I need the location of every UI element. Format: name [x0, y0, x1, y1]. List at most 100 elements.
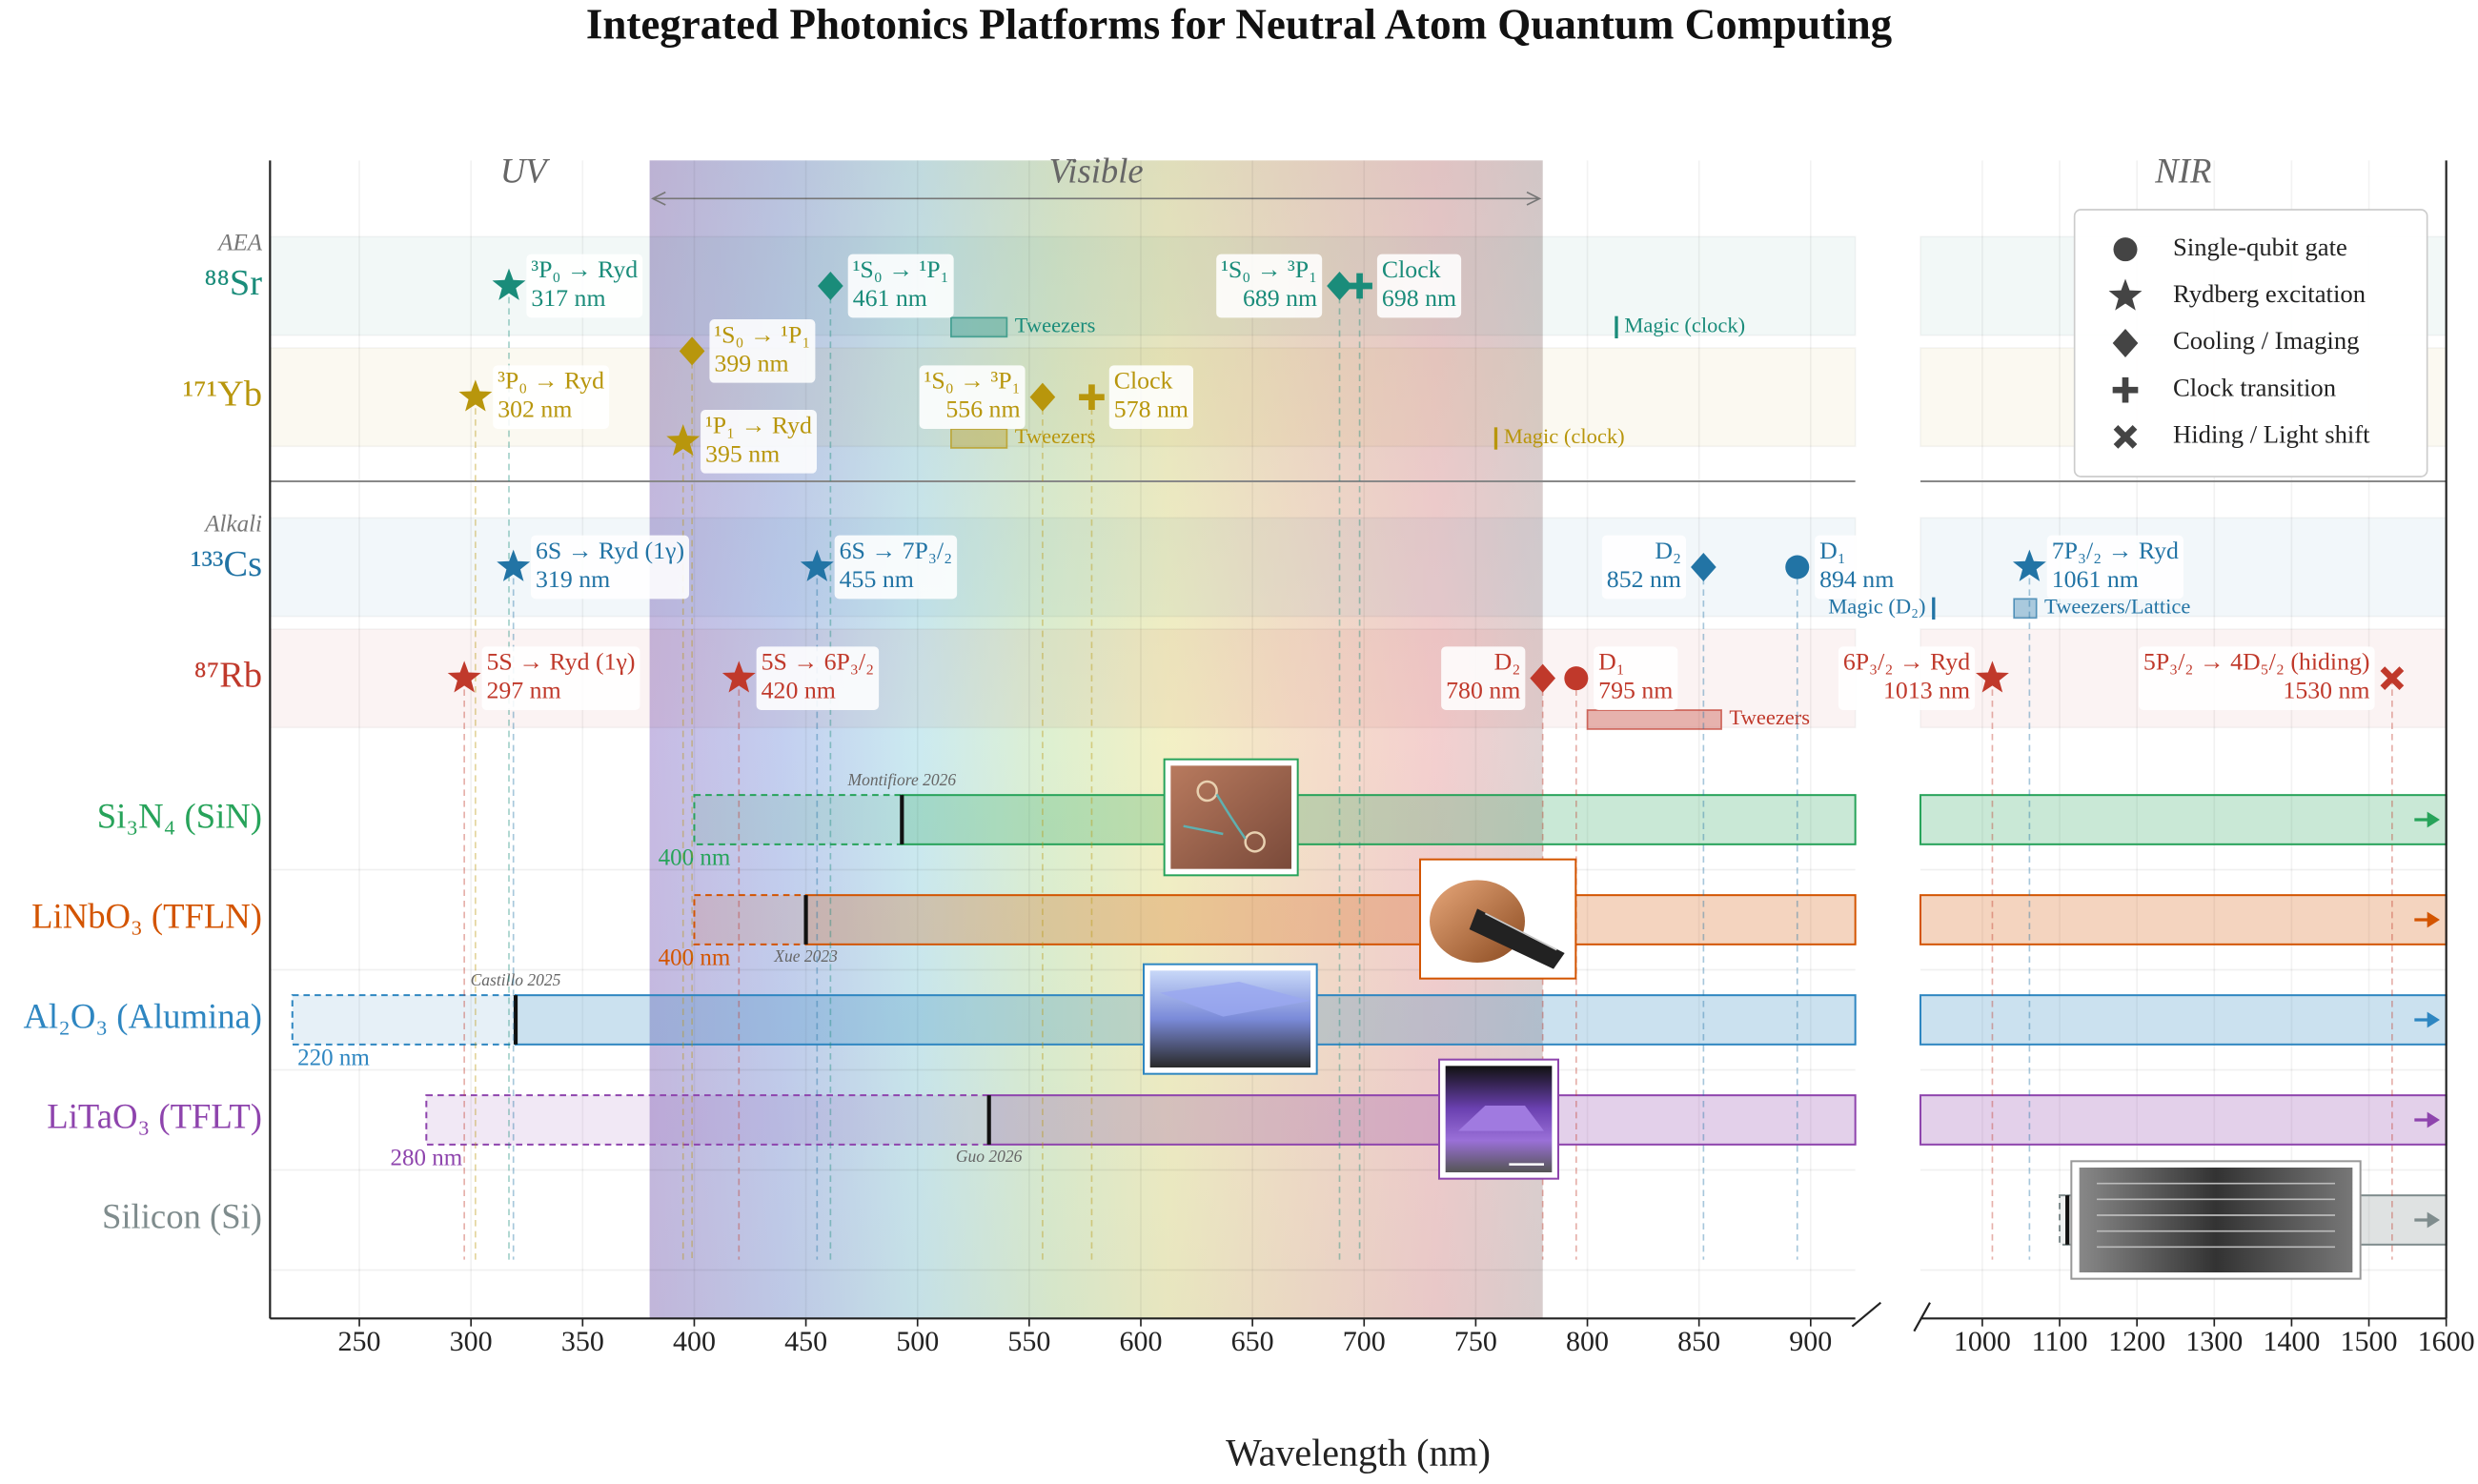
transition-name: D₁ — [1598, 648, 1625, 676]
label-box — [1441, 646, 1526, 710]
platform-range-demonstrated — [1919, 794, 2448, 845]
legend-label: Hiding / Light shift — [2173, 419, 2370, 448]
group-label: AEA — [216, 230, 263, 255]
platform-range-projected — [693, 794, 904, 845]
marker-star — [2108, 278, 2143, 311]
marker-star — [800, 549, 834, 581]
transition-name: ³P₀ → Ryd — [531, 255, 638, 283]
transition-name: D₁ — [1819, 537, 1846, 564]
label-box — [919, 365, 1026, 429]
transition-wavelength: 399 nm — [714, 349, 788, 376]
transition-wavelength: 556 nm — [945, 396, 1020, 423]
platform-range-projected — [425, 1094, 990, 1146]
transition-name: ¹S₀ → ¹P₁ — [853, 255, 949, 283]
feature-band — [950, 428, 1008, 449]
transition-name: 6P₃/₂ → Ryd — [1843, 648, 1970, 676]
start-label: 400 nm — [659, 945, 731, 970]
legend-box — [2073, 209, 2428, 478]
start-label: 400 nm — [659, 844, 731, 870]
platform-range-projected — [693, 894, 807, 945]
region-label: NIR — [2154, 152, 2211, 191]
transition-wavelength: 1013 nm — [1883, 677, 1970, 704]
label-box — [847, 254, 954, 318]
transition-name: 6S → Ryd (1γ) — [536, 537, 684, 564]
extension-arrow-head — [2427, 1111, 2440, 1128]
transition-wavelength: 455 nm — [840, 565, 914, 593]
x-tick-label: 1100 — [2032, 1326, 2088, 1357]
chart-title: Integrated Photonics Platforms for Neutr… — [586, 0, 1893, 48]
legend-label: Clock transition — [2173, 373, 2336, 401]
x-tick-label: 1200 — [2108, 1326, 2165, 1357]
label-box — [1594, 646, 1678, 710]
inset-tfln — [1418, 858, 1577, 980]
x-tick-label: 450 — [784, 1326, 827, 1357]
extension-arrow-head — [2427, 1211, 2440, 1229]
marker-x — [2113, 424, 2138, 449]
x-tick-label: 1000 — [1954, 1326, 2011, 1357]
marker-circle — [1785, 555, 1810, 579]
label-box — [1601, 535, 1687, 600]
platform-label: Si₃N₄ (SiN) — [97, 796, 262, 835]
transition-wavelength: 319 nm — [536, 565, 610, 593]
transition-name: Clock — [1114, 367, 1173, 395]
label-box — [526, 254, 643, 318]
label-box — [2138, 646, 2375, 710]
platform-range-demonstrated — [1919, 1094, 2448, 1146]
transition-wavelength: 578 nm — [1114, 396, 1188, 423]
axis-break — [1851, 1301, 1931, 1332]
marker-star — [458, 379, 493, 412]
species-label: ⁸⁸Sr — [204, 263, 262, 303]
plot-layer: UV Visible NIR 250 300 350 400 450 500 550 600 650 7… — [23, 152, 2474, 1357]
marker-star — [1976, 661, 2009, 693]
transition-wavelength: 780 nm — [1446, 677, 1520, 704]
x-tick-label: 750 — [1454, 1326, 1497, 1357]
marker-diamond — [1327, 272, 1352, 300]
label-box — [1376, 254, 1462, 318]
platform-range-demonstrated — [804, 894, 1857, 945]
transition-name: D₂ — [1494, 648, 1521, 676]
feature-label: Magic (clock) — [1624, 313, 1745, 336]
transition-label: 5S → Ryd (1γ)297 nm — [481, 646, 640, 710]
transition-wavelength: 395 nm — [705, 439, 780, 467]
platform-range-projected — [2059, 1194, 2069, 1246]
x-tick-label: 600 — [1119, 1326, 1162, 1357]
x-tick-label: 1600 — [2418, 1326, 2475, 1357]
start-label: 220 nm — [297, 1045, 370, 1070]
transition-name: 5S → 6P₃/₂ — [762, 648, 874, 676]
transition-wavelength: 297 nm — [486, 677, 560, 704]
label-box — [1815, 535, 1899, 600]
marker-star — [2012, 549, 2046, 581]
label-box — [701, 410, 817, 474]
inset-silicon — [2070, 1160, 2362, 1280]
x-tick-label: 1300 — [2185, 1326, 2243, 1357]
transition-wavelength: 689 nm — [1243, 284, 1317, 312]
transition-label: 6S → Ryd (1γ)319 nm — [531, 535, 690, 600]
marker-plus — [1079, 384, 1105, 410]
marker-star — [447, 661, 481, 693]
marker-diamond — [1691, 553, 1716, 581]
transition-name: Clock — [1382, 255, 1441, 283]
label-box — [709, 319, 816, 383]
transition-wavelength: 461 nm — [853, 284, 927, 312]
feature-band — [2013, 598, 2038, 620]
feature-label: Tweezers — [1015, 313, 1096, 336]
platform-label: Al₂O₃ (Alumina) — [23, 996, 262, 1035]
platform-range-demonstrated — [1919, 894, 2448, 945]
label-box — [1216, 254, 1323, 318]
transition-wavelength: 1061 nm — [2052, 565, 2139, 593]
label-box — [1108, 365, 1194, 429]
x-axis-label: Wavelength (nm) — [1226, 1432, 1491, 1474]
x-tick-label: 800 — [1566, 1326, 1609, 1357]
group-label: Alkali — [203, 511, 262, 537]
x-tick-label: 500 — [896, 1326, 939, 1357]
